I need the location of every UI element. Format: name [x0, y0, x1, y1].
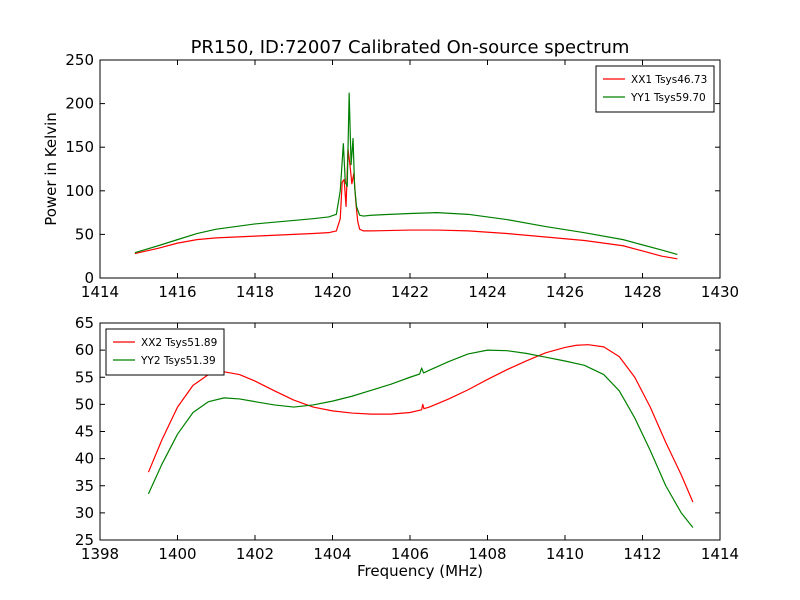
x-tick-label: 1400 [158, 545, 196, 563]
x-tick-label: 1414 [701, 545, 739, 563]
legend: XX1 Tsys46.73 YY1 Tsys59.70 [595, 65, 715, 113]
x-tick-label: 1414 [81, 283, 119, 301]
x-tick-label: 1430 [701, 283, 739, 301]
series-line-yy2 [147, 349, 694, 528]
y-tick-label: 0 [84, 269, 94, 287]
legend: XX2 Tsys51.89 YY2 Tsys51.39 [105, 328, 225, 376]
legend-entry-label: YY1 Tsys59.70 [630, 92, 706, 104]
y-tick-label: 55 [75, 368, 94, 386]
x-tick-label: 1398 [81, 545, 119, 563]
y-tick-label: 30 [75, 504, 94, 522]
y-axis-label: Power in Kelvin [42, 112, 60, 226]
y-tick-label: 65 [75, 314, 94, 332]
legend-entry-label: XX1 Tsys46.73 [631, 74, 707, 86]
x-tick-label: 1410 [546, 545, 584, 563]
x-tick-label: 1420 [313, 283, 351, 301]
series-line-xx1 [134, 148, 678, 260]
x-tick-label: 1426 [546, 283, 584, 301]
x-tick-label: 1428 [623, 283, 661, 301]
y-tick-label: 100 [65, 182, 94, 200]
series-line-yy1 [134, 92, 678, 256]
x-tick-label: 1416 [158, 283, 196, 301]
series-line-xx2 [147, 344, 694, 503]
x-tick-label: 1408 [468, 545, 506, 563]
x-tick-label: 1412 [623, 545, 661, 563]
legend-box [105, 328, 225, 376]
y-tick-label: 200 [65, 95, 94, 113]
y-tick-label: 60 [75, 341, 94, 359]
x-tick-label: 1402 [236, 545, 274, 563]
figure-title: PR150, ID:72007 Calibrated On-source spe… [191, 37, 630, 58]
legend-entry-label: YY2 Tsys51.39 [140, 355, 216, 367]
legend-entry-label: XX2 Tsys51.89 [141, 337, 217, 349]
bottom-subplot: 1398 1400 1402 1404 1406 1408 1410 1412 1414 25 30… [75, 314, 739, 580]
x-tick-label: 1422 [391, 283, 429, 301]
top-subplot: 1414 1416 1418 1420 1422 1424 1426 1428 1430 0 50 1… [42, 51, 739, 301]
y-tick-label: 40 [75, 450, 94, 468]
x-tick-label: 1406 [391, 545, 429, 563]
x-tick-label: 1418 [236, 283, 274, 301]
y-tick-label: 50 [75, 395, 94, 413]
y-tick-label: 250 [65, 51, 94, 69]
y-tick-label: 50 [75, 225, 94, 243]
x-axis-label: Frequency (MHz) [357, 562, 483, 580]
y-tick-label: 45 [75, 423, 94, 441]
x-tick-label: 1404 [313, 545, 351, 563]
y-tick-label: 150 [65, 138, 94, 156]
y-tick-label: 35 [75, 477, 94, 495]
x-tick-label: 1424 [468, 283, 506, 301]
legend-box [595, 65, 715, 113]
y-tick-label: 25 [75, 531, 94, 549]
